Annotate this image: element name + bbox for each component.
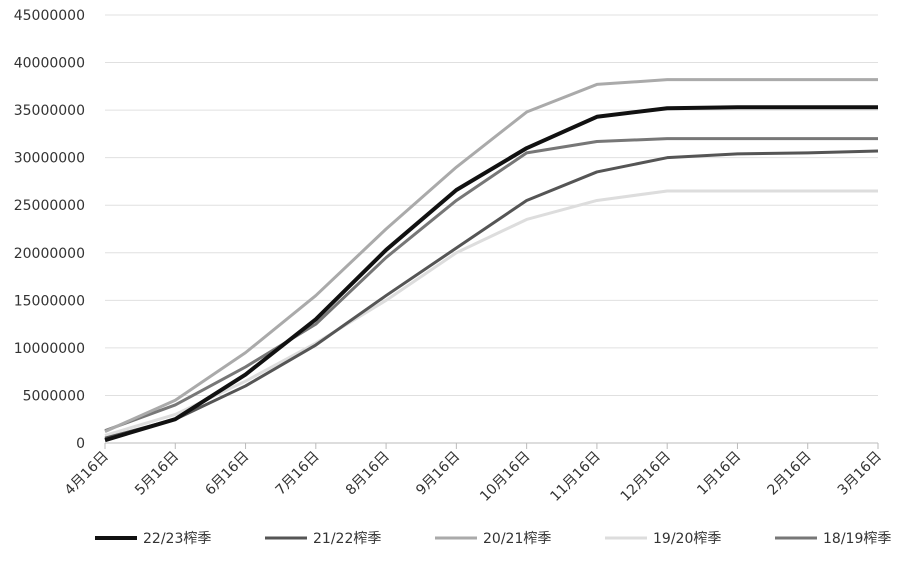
x-tick-label: 9月16日 bbox=[413, 449, 463, 499]
series-line bbox=[104, 149, 879, 440]
y-tick-label: 0 bbox=[76, 436, 85, 452]
y-tick-label: 20000000 bbox=[14, 246, 85, 262]
legend-label: 21/22榨季 bbox=[313, 530, 381, 547]
legend-label: 18/19榨季 bbox=[823, 530, 891, 547]
y-tick-label: 10000000 bbox=[14, 341, 85, 357]
series-line bbox=[104, 105, 878, 443]
x-tick-label: 4月16日 bbox=[62, 449, 112, 499]
y-tick-label: 45000000 bbox=[14, 8, 85, 24]
x-tick-label: 8月16日 bbox=[343, 449, 393, 499]
x-tick-label: 7月16日 bbox=[273, 449, 323, 499]
legend-label: 19/20榨季 bbox=[653, 530, 721, 547]
legend-label: 22/23榨季 bbox=[143, 530, 211, 547]
x-tick-label: 11月16日 bbox=[547, 449, 603, 505]
y-tick-label: 15000000 bbox=[14, 293, 85, 309]
x-tick-label: 3月16日 bbox=[835, 449, 885, 499]
y-tick-label: 35000000 bbox=[14, 103, 85, 119]
y-tick-label: 5000000 bbox=[23, 388, 85, 404]
legend-label: 20/21榨季 bbox=[483, 530, 551, 547]
x-tick-label: 1月16日 bbox=[694, 449, 744, 499]
series-line bbox=[104, 78, 878, 433]
x-tick-label: 12月16日 bbox=[618, 449, 674, 505]
series-line bbox=[104, 189, 878, 437]
x-tick-label: 2月16日 bbox=[765, 449, 815, 499]
x-tick-label: 10月16日 bbox=[477, 449, 533, 505]
y-tick-label: 25000000 bbox=[14, 198, 85, 214]
y-tick-label: 30000000 bbox=[14, 151, 85, 167]
x-tick-label: 5月16日 bbox=[132, 449, 182, 499]
y-tick-label: 40000000 bbox=[14, 56, 85, 72]
x-tick-label: 6月16日 bbox=[202, 449, 252, 499]
series-line bbox=[104, 137, 878, 433]
